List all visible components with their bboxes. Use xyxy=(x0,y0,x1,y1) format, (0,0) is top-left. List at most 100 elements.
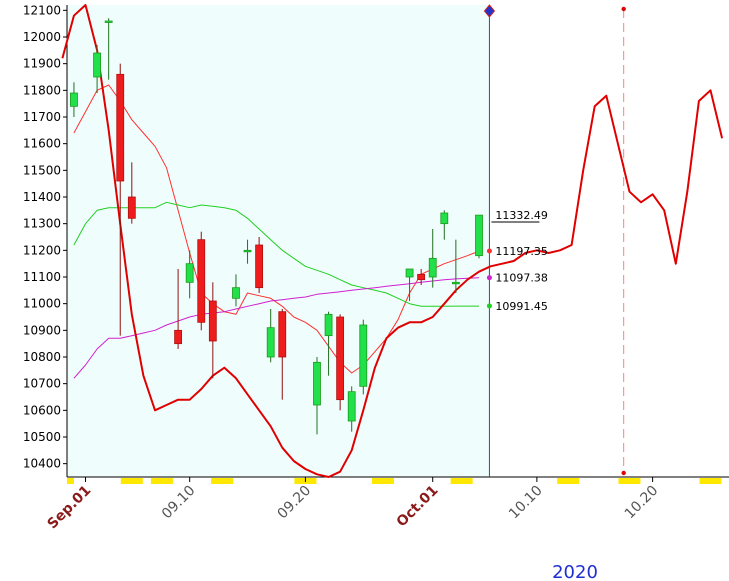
y-tick-label: 10900 xyxy=(23,323,61,337)
y-tick-label: 11200 xyxy=(23,243,61,257)
projection-marker-top xyxy=(621,6,626,12)
candle-up xyxy=(475,214,483,259)
projection-line xyxy=(61,4,724,478)
year-label: 2020 xyxy=(552,562,598,581)
projection-marker-bottom xyxy=(621,470,626,476)
candle-body xyxy=(208,300,217,342)
value-label: 11097.38 xyxy=(495,272,547,285)
candle-up xyxy=(243,239,252,264)
candle-body xyxy=(174,329,183,345)
candle-body xyxy=(428,257,437,278)
candle-down xyxy=(417,269,426,285)
x-tick-label: Oct.01 xyxy=(394,483,442,531)
candle-down xyxy=(278,309,287,400)
candle-body xyxy=(313,361,321,406)
y-tick-label: 11100 xyxy=(23,270,61,284)
y-tick-label: 10600 xyxy=(23,403,61,417)
y-tick-label: 10800 xyxy=(23,350,61,364)
value-label: 11332.49 xyxy=(495,209,547,222)
value-label-dot xyxy=(486,275,492,281)
candle-body xyxy=(347,391,356,422)
candle-down xyxy=(127,162,136,224)
value-label-dot xyxy=(486,303,492,309)
axis-marker xyxy=(120,478,143,484)
candle-body xyxy=(359,324,368,387)
candle-body xyxy=(417,273,426,281)
y-tick-label: 11500 xyxy=(23,163,61,177)
x-tick-label: Sep.01 xyxy=(45,483,95,533)
value-label: 11197.35 xyxy=(495,245,547,258)
candle-down xyxy=(336,314,345,411)
indicator-line-3 xyxy=(73,277,480,379)
candle-down xyxy=(174,269,183,349)
indicator-line-1 xyxy=(73,84,480,374)
candle-body xyxy=(70,92,78,107)
candle-up xyxy=(266,309,275,363)
candle-up xyxy=(347,386,356,432)
y-tick-label: 11600 xyxy=(23,137,61,151)
y-tick-label: 11300 xyxy=(23,217,61,231)
y-tick-label: 11700 xyxy=(23,110,61,124)
axis-marker xyxy=(699,478,722,484)
candle-body xyxy=(116,73,125,182)
current-date-marker xyxy=(483,4,496,18)
axis-marker xyxy=(211,478,234,484)
candle-up xyxy=(232,274,240,307)
x-tick-label: 10.20 xyxy=(622,483,662,523)
y-tick-label: 11400 xyxy=(23,190,61,204)
candle-up xyxy=(104,18,113,80)
candle-body xyxy=(127,196,136,219)
candle-down xyxy=(116,63,125,336)
y-tick-label: 12100 xyxy=(23,3,61,17)
candle-body xyxy=(451,281,460,285)
x-tick-label: 09.20 xyxy=(275,483,315,523)
candle-body xyxy=(405,268,414,278)
y-tick-label: 10700 xyxy=(23,377,61,391)
candle-body xyxy=(197,239,206,323)
candle-down xyxy=(208,282,217,379)
y-tick-label: 11000 xyxy=(23,297,61,311)
y-tick-label: 10500 xyxy=(23,430,61,444)
candle-up xyxy=(359,319,368,395)
value-label: 10991.45 xyxy=(495,300,547,313)
x-tick-label: 09.10 xyxy=(159,483,199,523)
candle-body xyxy=(440,212,449,225)
y-tick-label: 11900 xyxy=(23,57,61,71)
candle-up xyxy=(313,357,321,435)
candle-body xyxy=(185,263,194,283)
candle-up xyxy=(93,45,101,93)
candle-body xyxy=(255,244,264,289)
candle-body xyxy=(336,316,345,401)
candle-down xyxy=(255,237,264,293)
value-label-dot xyxy=(486,248,492,254)
candle-body xyxy=(266,327,275,358)
axis-marker xyxy=(450,478,473,484)
history-region xyxy=(67,5,490,477)
candles xyxy=(70,18,483,435)
candle-body xyxy=(104,20,113,23)
candle-up xyxy=(324,311,333,376)
candle-body xyxy=(243,249,252,253)
candle-body xyxy=(278,311,287,358)
y-tick-label: 12000 xyxy=(23,30,61,44)
candle-body xyxy=(93,52,101,78)
candle-body xyxy=(324,313,333,337)
y-tick-label: 11800 xyxy=(23,83,61,97)
axis-marker xyxy=(371,478,394,484)
axis-marker xyxy=(150,478,173,484)
candle-up xyxy=(185,250,194,299)
candle-body xyxy=(232,287,240,299)
axis-marker xyxy=(66,478,74,484)
candle-body xyxy=(475,214,483,257)
candle-up xyxy=(451,239,460,293)
y-tick-label: 10400 xyxy=(23,457,61,471)
candle-up xyxy=(428,229,437,288)
plot-background xyxy=(67,5,490,477)
axis-marker xyxy=(557,478,580,484)
axis-marker xyxy=(618,478,641,484)
indicator-line-2 xyxy=(73,201,479,307)
candle-up xyxy=(70,82,78,117)
value-labels: 11332.49 11197.35 11097.38 10991.45 xyxy=(486,209,548,313)
candle-up xyxy=(405,268,414,301)
